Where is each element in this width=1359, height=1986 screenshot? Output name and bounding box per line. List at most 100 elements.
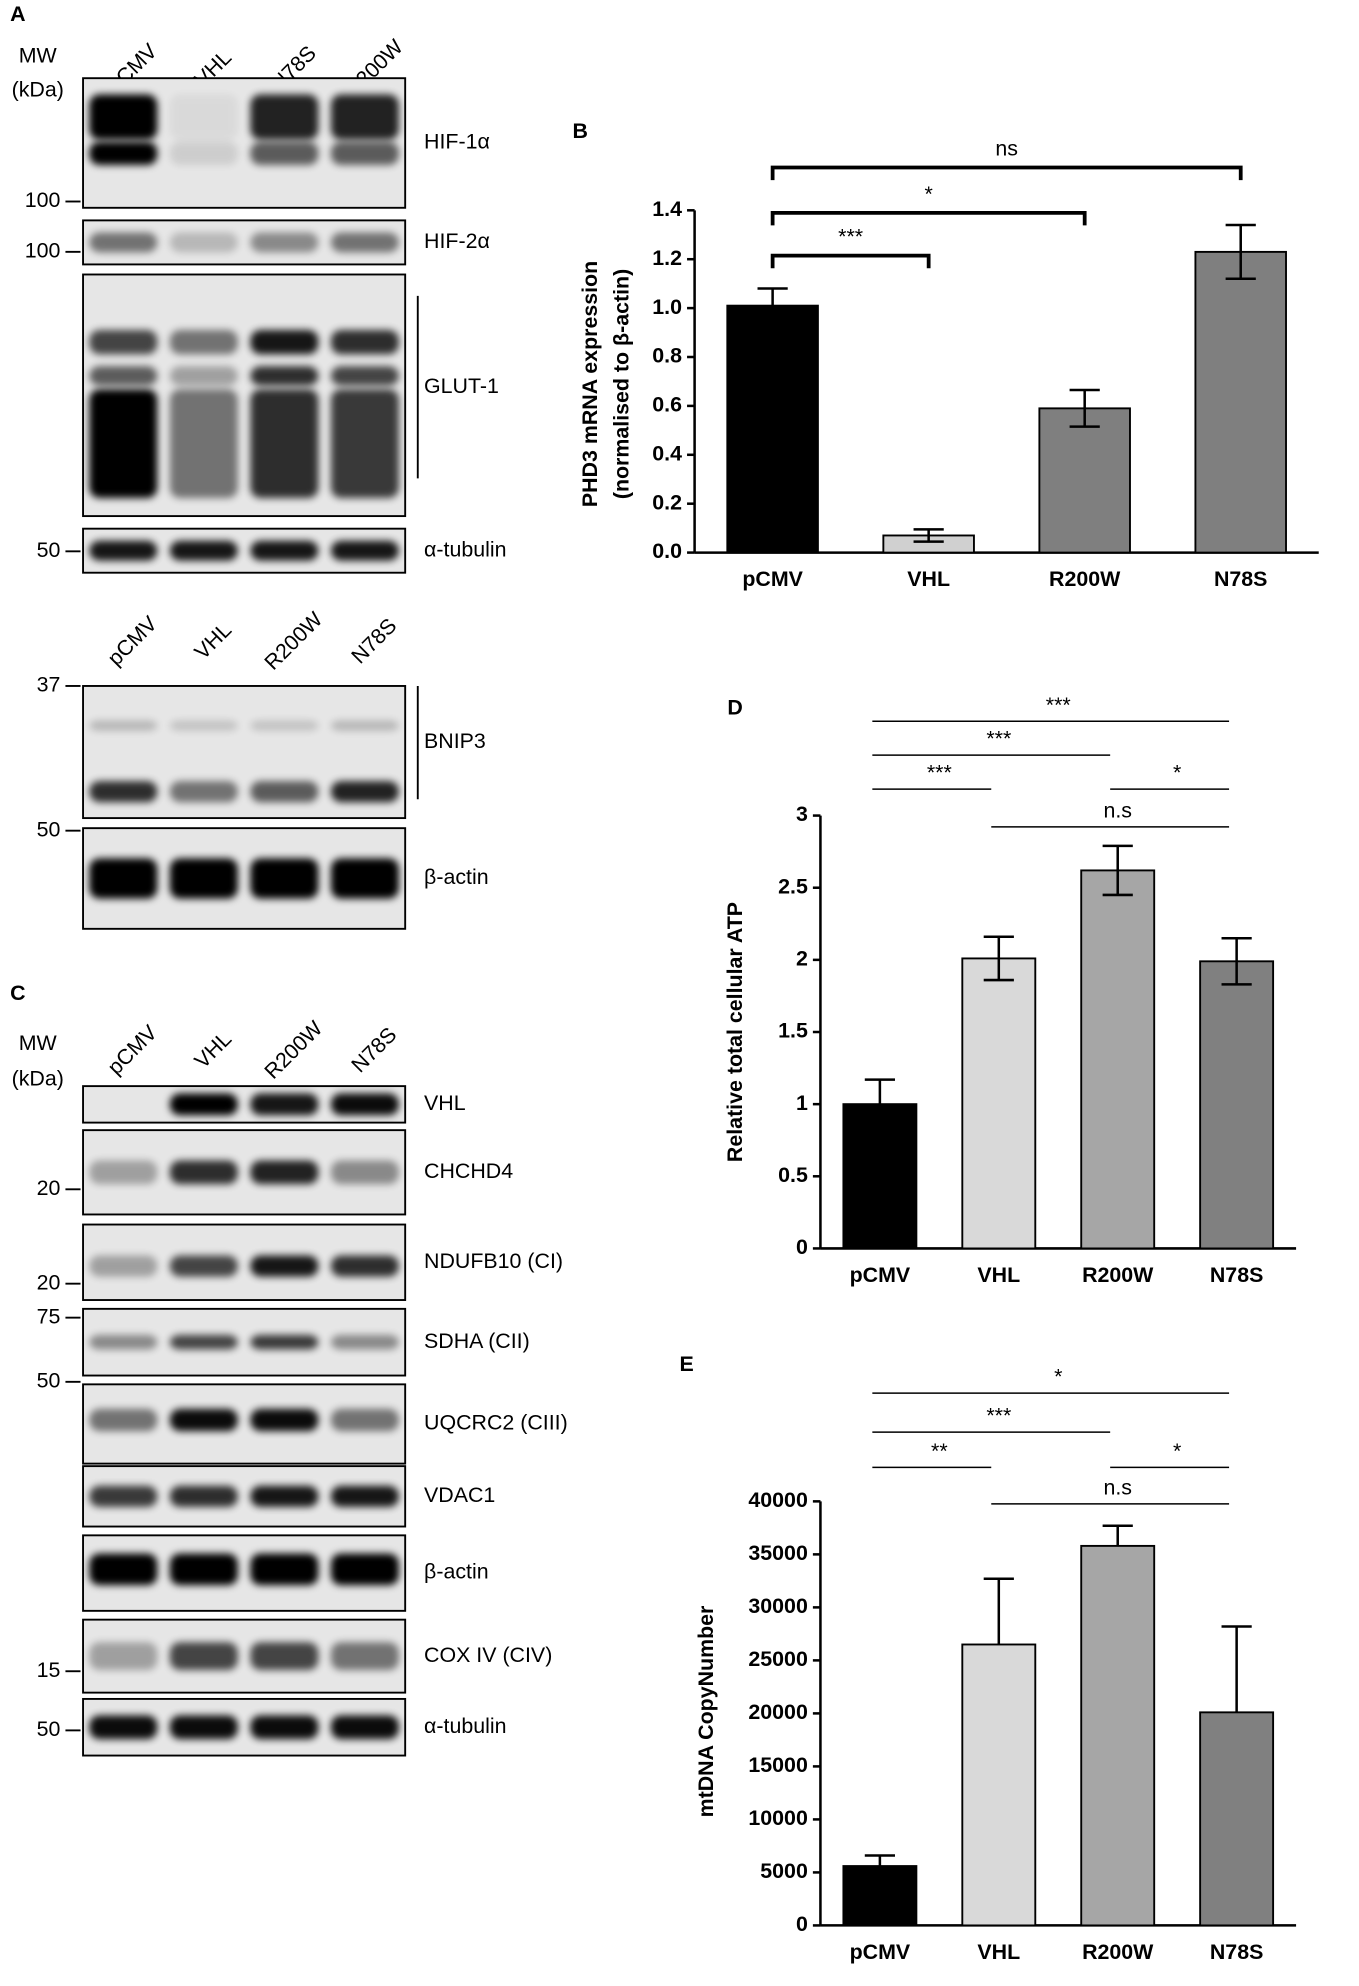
error-bar <box>913 528 944 543</box>
protein-label: UQCRC2 (CIII) <box>424 1411 568 1435</box>
x-tick-label: R200W <box>1082 1940 1154 1964</box>
significance-label: * <box>924 182 932 206</box>
band <box>250 1093 319 1116</box>
band <box>169 1093 238 1116</box>
band <box>250 720 319 731</box>
bar <box>1194 250 1287 554</box>
lane-label: VHL <box>190 1027 236 1073</box>
protein-label: HIF-2α <box>424 229 490 253</box>
x-tick-label: N78S <box>1214 567 1267 591</box>
error-bar <box>864 1078 895 1130</box>
band <box>89 1160 158 1185</box>
panel-label: B <box>573 119 588 143</box>
bar <box>961 1643 1037 1927</box>
mw-marker: 37 <box>37 673 61 697</box>
lane-label: N78S <box>347 614 402 669</box>
band <box>169 232 238 253</box>
y-tick-label: 0.6 <box>652 393 682 417</box>
x-tick-label: pCMV <box>742 567 803 591</box>
x-tick-label: R200W <box>1049 567 1121 591</box>
mw-marker: 100 <box>25 188 61 212</box>
y-tick-label: 20000 <box>748 1700 808 1724</box>
protein-label: β-actin <box>424 865 489 889</box>
band <box>250 232 319 253</box>
band <box>89 858 158 899</box>
band <box>169 781 238 803</box>
significance-label: n.s <box>1103 798 1132 822</box>
band <box>89 94 158 140</box>
band <box>169 540 238 561</box>
protein-label: β-actin <box>424 1560 489 1584</box>
band <box>89 720 158 731</box>
band <box>169 389 238 498</box>
significance-line <box>770 253 931 269</box>
y-tick-label: 1.5 <box>778 1019 808 1043</box>
x-tick-label: N78S <box>1210 1263 1263 1287</box>
band <box>169 1255 238 1277</box>
band <box>169 720 238 731</box>
band <box>250 366 319 386</box>
panel-label: A <box>10 2 25 26</box>
band <box>250 1553 319 1586</box>
band <box>89 1255 158 1277</box>
band <box>89 1485 158 1507</box>
error-bar <box>1102 1524 1133 1546</box>
mw-header: MW <box>19 1031 58 1055</box>
y-tick-label: 10000 <box>748 1806 808 1830</box>
x-tick-label: VHL <box>977 1263 1020 1287</box>
y-axis-label: Relative total cellular ATP <box>723 902 747 1162</box>
protein-label: NDUFB10 (CI) <box>424 1249 563 1273</box>
significance-label: *** <box>1046 693 1071 717</box>
band <box>89 366 158 386</box>
mw-marker: 50 <box>37 538 61 562</box>
band <box>250 1255 319 1277</box>
bar <box>1038 407 1131 554</box>
bar <box>842 1865 918 1927</box>
band <box>89 1642 158 1671</box>
mw-header: (kDa) <box>12 77 64 101</box>
protein-label: CHCHD4 <box>424 1159 513 1183</box>
band <box>330 1642 399 1671</box>
panel-label: C <box>10 981 25 1005</box>
lane-label: VHL <box>190 618 236 664</box>
y-tick-label: 1.4 <box>652 197 682 221</box>
band <box>169 1334 238 1350</box>
band <box>250 781 319 803</box>
band <box>250 330 319 355</box>
band <box>250 1408 319 1432</box>
band <box>330 1408 399 1432</box>
y-tick-label: 15000 <box>748 1753 808 1777</box>
y-tick-label: 40000 <box>748 1488 808 1512</box>
band <box>250 1485 319 1507</box>
y-tick-label: 1.0 <box>652 295 682 319</box>
bar <box>1199 1711 1275 1927</box>
y-tick-label: 0.5 <box>778 1163 808 1187</box>
band <box>89 1553 158 1586</box>
mw-marker: 50 <box>37 1368 61 1392</box>
band <box>169 366 238 386</box>
band <box>89 781 158 803</box>
error-bar <box>1102 844 1133 897</box>
significance-label: * <box>1173 761 1181 785</box>
x-tick-label: N78S <box>1210 1940 1263 1964</box>
band <box>250 141 319 166</box>
band <box>330 1553 399 1586</box>
protein-label: VHL <box>424 1091 466 1115</box>
error-bar <box>757 287 788 325</box>
mw-marker: 50 <box>37 1717 61 1741</box>
protein-label: GLUT-1 <box>424 374 499 398</box>
significance-label: * <box>1173 1439 1181 1463</box>
y-tick-label: 35000 <box>748 1541 808 1565</box>
band <box>169 330 238 355</box>
band <box>330 389 399 498</box>
y-tick-label: 0.0 <box>652 539 682 563</box>
significance-label: n.s <box>1103 1475 1132 1499</box>
band <box>89 389 158 498</box>
band <box>330 232 399 253</box>
bar <box>961 957 1037 1250</box>
y-tick-label: 2 <box>796 947 808 971</box>
y-tick-label: 25000 <box>748 1647 808 1671</box>
band <box>169 141 238 166</box>
band <box>330 1160 399 1185</box>
